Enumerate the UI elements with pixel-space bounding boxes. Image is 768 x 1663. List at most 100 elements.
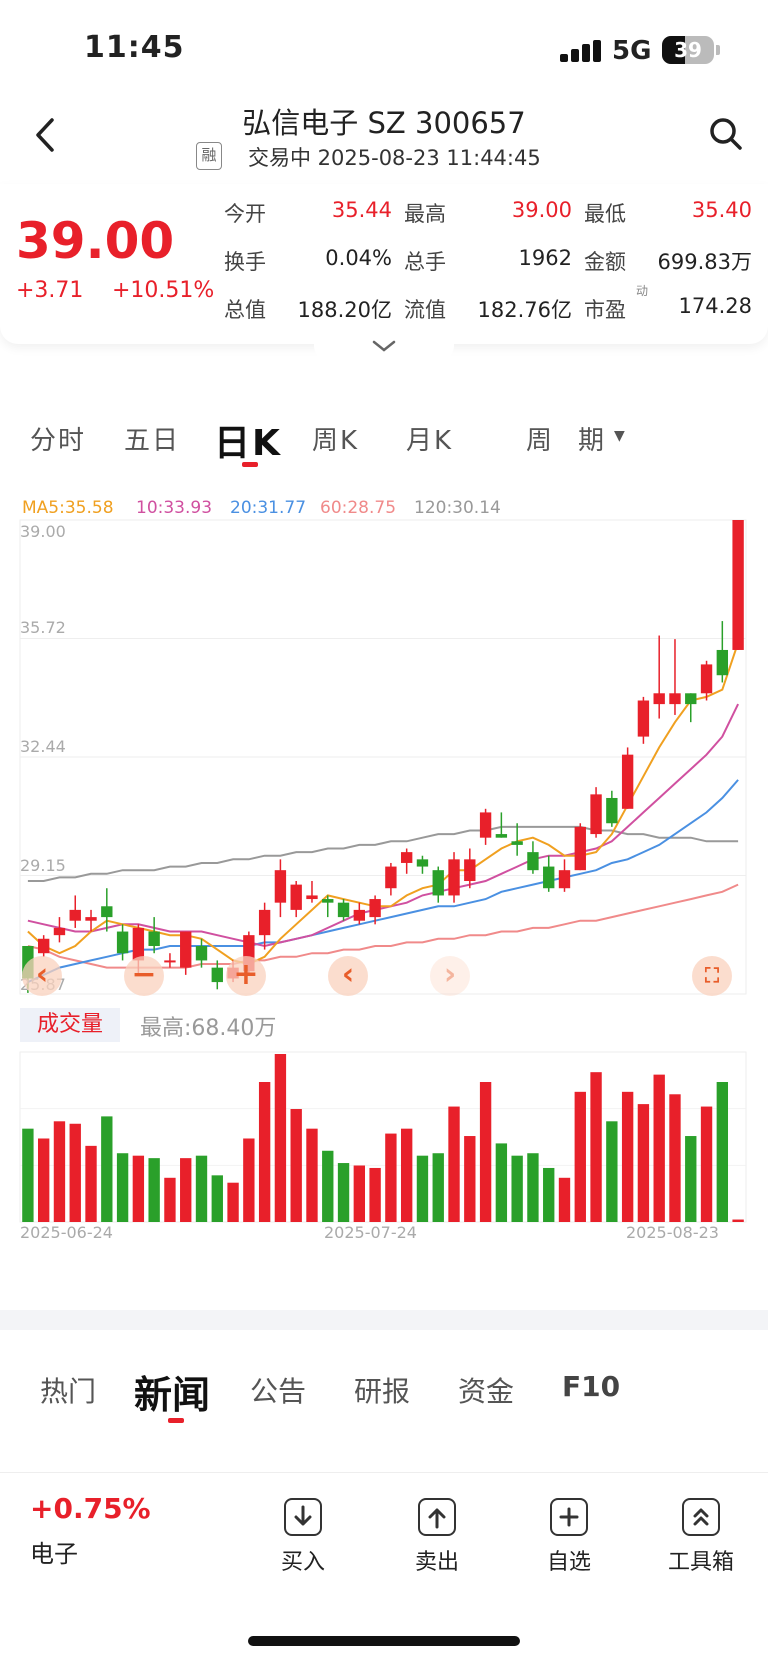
candle-body	[716, 649, 729, 676]
ma10-legend: 10:33.93	[136, 498, 213, 518]
volume-bar	[164, 1177, 176, 1222]
volume-plot-frame	[19, 1051, 747, 1223]
kline-chart[interactable]	[0, 500, 768, 1240]
fullscreen-icon: ⛶	[705, 963, 719, 987]
volume-bar	[700, 1106, 713, 1222]
tab-research[interactable]: 研报	[354, 1375, 411, 1408]
tab-hot[interactable]: 热门	[40, 1375, 97, 1408]
candle-body	[116, 931, 129, 954]
candle-body	[148, 931, 160, 946]
candle-body	[637, 700, 650, 737]
y-tick-label: 32.44	[20, 737, 66, 756]
candle-body	[337, 902, 350, 918]
volume-bar	[148, 1158, 160, 1222]
tab-f10[interactable]: F10	[562, 1370, 621, 1403]
y-tick-label: 39.00	[20, 522, 66, 541]
candle-body	[621, 754, 634, 809]
trade-status: 交易中 2025-08-23 11:44:45	[248, 146, 541, 170]
candle-body	[590, 794, 602, 835]
ma60-legend: 60:28.75	[320, 498, 397, 518]
buy-button[interactable]: 买入	[280, 1550, 325, 1575]
candle-body	[432, 870, 444, 896]
volume-bar	[369, 1167, 381, 1222]
tab-announcements[interactable]: 公告	[250, 1375, 307, 1408]
x-date-label: 2025-07-24	[324, 1223, 417, 1242]
candle-body	[527, 852, 539, 871]
scroll-right-button[interactable]: ›	[430, 956, 470, 996]
buy-icon[interactable]	[284, 1498, 322, 1536]
candle-body	[495, 834, 508, 838]
pe-dynamic-tag: 动	[636, 284, 649, 298]
watchlist-button[interactable]: 自选	[546, 1550, 591, 1575]
candle-body	[85, 917, 97, 921]
sell-icon[interactable]	[418, 1498, 456, 1536]
sector-name[interactable]: 电子	[30, 1540, 78, 1568]
x-date-label: 2025-06-24	[20, 1223, 113, 1242]
candle-body	[574, 826, 586, 871]
volume-bar	[290, 1109, 302, 1222]
fullscreen-button[interactable]: ⛶	[692, 956, 732, 996]
sector-change[interactable]: +0.75%	[30, 1492, 151, 1525]
y-tick-label: 35.72	[20, 618, 66, 637]
high-label: 最高	[404, 202, 446, 226]
volume-tag[interactable]: 成交量	[20, 1008, 120, 1042]
bottom-divider	[0, 1472, 768, 1473]
volume-bar	[543, 1167, 555, 1222]
scroll-left-button[interactable]: ‹	[328, 956, 368, 996]
volume-bar	[101, 1116, 113, 1222]
back-button[interactable]	[26, 112, 66, 158]
expand-quote-button[interactable]	[314, 330, 454, 360]
chart-left-edge-button[interactable]: ‹	[22, 956, 62, 996]
tab-daily-k[interactable]: 日K	[214, 423, 282, 464]
signal-strength-icon	[560, 40, 602, 62]
zoom-out-button[interactable]: −	[124, 956, 164, 996]
candle-body	[53, 927, 66, 936]
zoom-in-button[interactable]: +	[226, 956, 266, 996]
sell-button[interactable]: 卖出	[414, 1550, 459, 1575]
tab-monthly-k[interactable]: 月K	[406, 426, 454, 456]
battery-tip	[716, 45, 720, 55]
tab-five-day[interactable]: 五日	[124, 426, 181, 456]
volume-bar	[22, 1128, 34, 1222]
candle-body	[37, 938, 50, 954]
volume-bar	[211, 1175, 223, 1222]
volume-bar	[479, 1082, 492, 1222]
home-indicator	[248, 1636, 520, 1646]
ma10-line	[27, 703, 739, 948]
ma5-line	[27, 642, 740, 966]
volume-bar	[732, 1219, 744, 1222]
volume-bar	[306, 1128, 318, 1222]
toolbox-button[interactable]: 工具箱	[667, 1550, 734, 1575]
volume-bar	[37, 1138, 50, 1222]
active-news-tab-indicator	[168, 1418, 184, 1423]
current-price: 39.00	[16, 212, 175, 270]
add-watchlist-icon[interactable]	[550, 1498, 588, 1536]
minus-icon: −	[131, 957, 157, 992]
volume-max-label: 最高:68.40万	[140, 1016, 277, 1041]
volume-bar	[322, 1150, 334, 1222]
volume-bar	[227, 1182, 239, 1222]
price-change: +3.71	[16, 278, 84, 303]
tab-capital-flow[interactable]: 资金	[458, 1375, 515, 1408]
candle-body	[669, 693, 681, 705]
plus-icon: +	[233, 957, 259, 992]
candle-body	[385, 866, 397, 889]
tab-news[interactable]: 新闻	[134, 1373, 211, 1417]
open-value: 35.44	[331, 198, 392, 222]
tab-period-selector[interactable]: 周期	[526, 426, 631, 456]
pe-value: 174.28	[678, 294, 752, 318]
tab-weekly-k[interactable]: 周K	[312, 426, 360, 456]
price-change-pct: +10.51%	[112, 278, 215, 303]
turnover-value: 0.04%	[325, 246, 392, 270]
tab-intraday[interactable]: 分时	[30, 426, 87, 456]
candle-body	[732, 520, 744, 650]
margin-trading-tag[interactable]: 融	[196, 142, 222, 170]
ma5-legend: MA5:35.58	[22, 498, 114, 518]
low-value: 35.40	[691, 198, 752, 222]
search-button[interactable]	[706, 114, 746, 154]
toolbox-icon[interactable]	[682, 1498, 720, 1536]
candle-body	[258, 909, 271, 936]
caret-down-icon: ▼	[614, 428, 625, 444]
market-cap-value: 188.20亿	[297, 298, 392, 322]
volume-bar	[669, 1094, 681, 1222]
